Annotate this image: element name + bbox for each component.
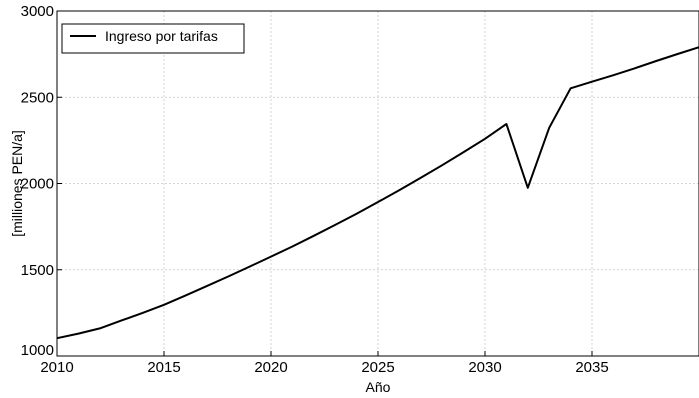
series-lines	[56, 46, 699, 340]
legend: Ingreso por tarifas	[61, 23, 245, 54]
x-axis-ticks: 2010 2015 2020 2025 2030 2035	[40, 351, 609, 376]
x-tick-label: 2015	[147, 359, 180, 376]
y-tick-label: 2500	[21, 89, 54, 106]
x-tick-label: 2010	[40, 359, 73, 376]
y-tick-label: 2000	[21, 176, 54, 193]
y-axis-ticks: 1000 1500 2000 2500 3000	[21, 3, 62, 359]
x-tick-label: 2035	[575, 359, 608, 376]
legend-box	[61, 23, 245, 54]
x-tick-label: 2030	[468, 359, 501, 376]
x-tick-label: 2025	[361, 359, 394, 376]
series-line	[56, 46, 699, 340]
legend-label: Ingreso por tarifas	[105, 28, 218, 44]
x-tick-label: 2020	[254, 359, 287, 376]
grid	[57, 11, 699, 356]
y-axis-label: [milliones PEN/a]	[9, 130, 25, 237]
x-axis-label: Año	[366, 379, 391, 395]
y-tick-label: 3000	[21, 3, 54, 20]
y-tick-label: 1000	[21, 342, 54, 359]
y-tick-label: 1500	[21, 262, 54, 279]
